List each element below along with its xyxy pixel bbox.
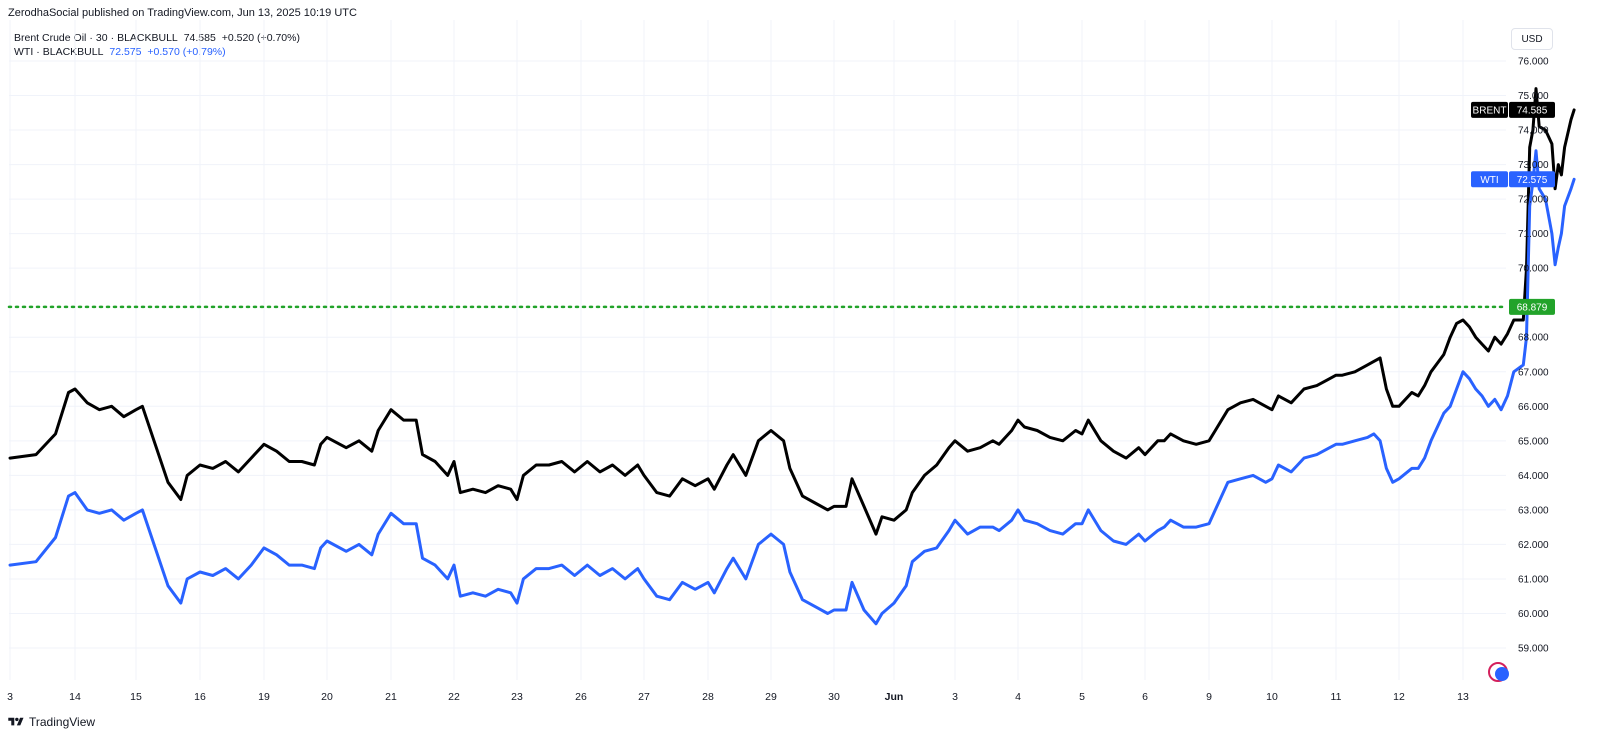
price-tick-label: 72.000 [1518, 195, 1549, 206]
legend-brent[interactable]: Brent Crude Oil · 30 · BLACKBULL 74.585 +0.5… [14, 32, 300, 44]
series-line-wti [8, 149, 1576, 626]
time-tick-label: Jun [885, 691, 904, 703]
wti-price-label: 72.575 WTI [1471, 171, 1555, 188]
time-tick-label: 19 [258, 691, 270, 703]
brent-price-label-value: 74.585 [1517, 105, 1548, 116]
legend-wti-price: 72.575 [109, 46, 142, 58]
price-tick-label: 65.000 [1518, 436, 1549, 447]
currency-button[interactable]: USD [1511, 28, 1553, 50]
price-tick-label: 59.000 [1518, 644, 1549, 655]
time-axis[interactable]: 3 14 15 16 19 20 21 22 23 26 27 28 29 30 Jun 3 4 5 6 9 10 11 1… [7, 691, 1469, 703]
legend-brent-change: +0.520 (+0.70%) [221, 32, 300, 44]
legend-wti[interactable]: WTI · BLACKBULL 72.575 +0.570 (+0.79%) [14, 46, 226, 58]
time-tick-label: 20 [321, 691, 333, 703]
time-tick-label: 16 [194, 691, 206, 703]
time-tick-label: 23 [511, 691, 523, 703]
price-tick-label: 66.000 [1518, 402, 1549, 413]
brand-name: TradingView [29, 715, 96, 729]
time-tick-label: 9 [1206, 691, 1212, 703]
price-tick-label: 70.000 [1518, 264, 1549, 275]
legend-brent-interval: 30 [95, 32, 108, 44]
wti-price-label-value: 72.575 [1517, 175, 1548, 186]
price-tick-label: 62.000 [1518, 540, 1549, 551]
price-tick-label: 67.000 [1518, 367, 1549, 378]
price-tick-label: 61.000 [1518, 574, 1549, 585]
time-tick-label: 4 [1015, 691, 1021, 703]
time-tick-label: 28 [702, 691, 714, 703]
legend-brent-exchange: BLACKBULL [117, 32, 178, 44]
time-tick-label: 3 [952, 691, 958, 703]
publish-info: ZerodhaSocial published on TradingView.c… [8, 7, 357, 19]
series-line-brent [8, 87, 1576, 536]
time-tick-label: 30 [828, 691, 840, 703]
brent-price-label: 74.585 BRENT [1471, 101, 1555, 118]
wti-price-label-series-name: WTI [1480, 175, 1498, 186]
price-tick-label: 68.000 [1518, 333, 1549, 344]
time-tick-label: 10 [1266, 691, 1278, 703]
time-tick-label: 26 [575, 691, 587, 703]
price-tick-label: 63.000 [1518, 505, 1549, 516]
brent-price-label-series-name: BRENT [1473, 105, 1507, 116]
tradingview-brand[interactable]: TradingView [8, 715, 95, 729]
price-labels: 68.879 74.585 BRENT 72.575 WTI [1471, 101, 1555, 315]
time-tick-label: 21 [385, 691, 397, 703]
reference-price-label: 68.879 [1509, 298, 1555, 315]
grid-lines [9, 20, 1506, 680]
time-tick-label: 14 [69, 691, 81, 703]
legend-wti-exchange: BLACKBULL [42, 46, 104, 58]
price-tick-label: 75.000 [1518, 91, 1549, 102]
tradingview-logo-icon [8, 717, 24, 726]
time-tick-label: 11 [1331, 691, 1342, 703]
legend-brent-name: Brent Crude Oil [14, 32, 87, 44]
series-lines [8, 87, 1576, 626]
price-tick-label: 71.000 [1518, 229, 1549, 240]
legend-wti-change: +0.570 (+0.79%) [147, 46, 226, 58]
time-tick-label: 29 [765, 691, 777, 703]
price-axis[interactable]: 76.000 75.000 74.000 73.000 72.000 71.000 70.0… [1518, 57, 1549, 655]
legend-brent-price: 74.585 [183, 32, 216, 44]
tv-events-icon[interactable] [1488, 662, 1509, 682]
time-tick-label: 15 [130, 691, 142, 703]
time-tick-label: 13 [1457, 691, 1469, 703]
price-tick-label: 64.000 [1518, 471, 1549, 482]
price-tick-label: 76.000 [1518, 57, 1549, 68]
time-tick-label: 5 [1079, 691, 1085, 703]
time-tick-label: 22 [448, 691, 460, 703]
price-tick-label: 60.000 [1518, 609, 1549, 620]
time-tick-label: 6 [1142, 691, 1148, 703]
time-tick-label: 3 [7, 691, 13, 703]
price-tick-label: 74.000 [1518, 126, 1549, 137]
reference-price-label-value: 68.879 [1517, 302, 1548, 313]
time-tick-label: 12 [1393, 691, 1405, 703]
price-tick-label: 73.000 [1518, 160, 1549, 171]
time-tick-label: 27 [638, 691, 650, 703]
legend-wti-name: WTI [14, 46, 34, 58]
